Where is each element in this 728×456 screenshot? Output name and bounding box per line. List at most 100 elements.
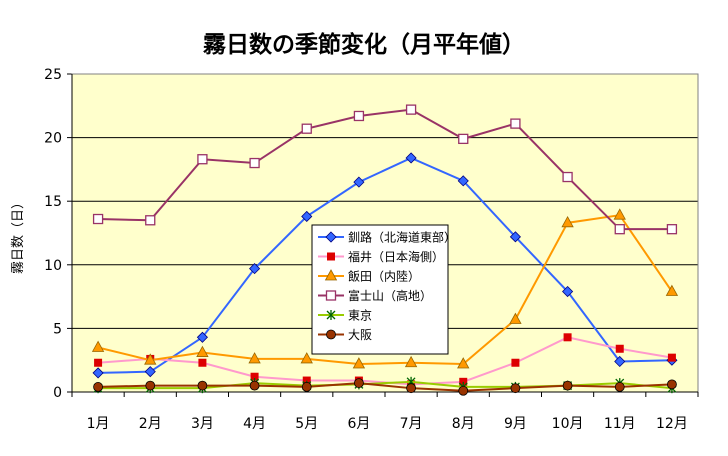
data-point [614,382,625,392]
data-point [324,269,338,281]
x-tick-label: 6月 [347,416,370,432]
legend-label: 福井（日本海側） [348,249,444,264]
legend-item: 大阪 [318,328,372,342]
data-point [197,380,208,391]
data-point [405,104,417,115]
data-point [404,355,418,368]
data-point [666,224,678,235]
data-point [325,290,337,301]
data-point [249,380,260,391]
data-point [301,382,312,392]
legend-item: 福井（日本海側） [318,249,444,264]
legend-label: 釧路（北海道東部） [348,230,456,245]
y-tick-label: 20 [44,131,62,147]
data-point [198,358,207,367]
data-point [144,353,157,365]
x-tick-label: 3月 [191,416,214,432]
legend-label: 東京 [348,309,372,323]
data-point [327,252,335,261]
data-point [562,285,574,298]
x-tick-label: 1月 [87,416,110,432]
data-point [509,312,522,324]
y-tick-label: 10 [44,258,62,274]
series-3 [92,104,678,235]
data-point [353,176,365,188]
data-point [563,333,572,342]
data-point [510,118,521,129]
data-point [145,215,156,226]
data-point [458,385,469,396]
data-point [352,357,366,369]
data-point [326,329,336,340]
data-point [249,157,260,169]
data-point [667,379,677,390]
legend-label: 飯田（内陸） [348,269,420,284]
data-point [301,210,313,223]
series-line [97,214,673,366]
data-point [91,340,105,352]
legend-label: 富士山（高地） [348,288,432,303]
y-tick-label: 0 [53,385,62,401]
y-axis-label: 霧日数（日） [11,196,26,274]
series-line [98,156,672,374]
data-point [248,352,261,364]
y-tick-label: 5 [53,321,62,337]
data-point [615,344,624,353]
data-point [197,154,208,165]
legend-item: 釧路（北海道東部） [318,230,456,245]
series-line [98,108,672,231]
x-tick-label: 4月 [243,416,266,432]
series-line [98,382,672,392]
data-point [561,215,574,228]
x-tick-label: 8月 [452,416,475,432]
data-point [93,382,103,392]
data-point [354,378,364,388]
legend-item: 東京 [318,309,372,323]
x-tick-label: 11月 [604,416,636,432]
data-point [92,213,104,225]
data-point [144,366,156,378]
data-point [92,367,104,379]
data-point [458,133,469,145]
data-point [300,352,313,364]
data-point [562,171,573,183]
data-point [326,310,336,320]
y-tick-label: 25 [44,67,62,83]
data-point [614,224,625,235]
data-point [405,152,417,164]
x-tick-label: 12月 [656,416,688,432]
data-point [509,231,521,243]
series-5 [93,378,677,396]
y-tick-label: 15 [44,194,62,210]
data-point [301,123,312,134]
data-point [510,383,521,394]
data-point [325,231,337,243]
x-tick-label: 7月 [400,416,423,432]
data-point [406,383,416,394]
series-2 [91,208,679,369]
x-tick-label: 10月 [552,416,584,432]
data-point [665,284,679,296]
data-point [562,380,573,391]
data-point [94,358,103,367]
data-point [667,353,676,362]
data-point [196,345,209,357]
legend-label: 大阪 [348,328,372,342]
data-point [457,357,470,369]
x-tick-label: 9月 [504,416,527,432]
data-point [249,263,261,275]
data-point [613,208,626,220]
x-tick-label: 5月 [295,416,318,432]
chart-title: 霧日数の季節変化（月平年値） [203,31,525,58]
data-point [353,110,365,122]
data-point [196,331,208,343]
data-point [614,355,626,368]
legend-item: 飯田（内陸） [318,269,420,284]
data-point [457,175,469,187]
x-tick-label: 2月 [139,416,162,432]
legend-item: 富士山（高地） [318,288,432,303]
data-point [511,358,520,367]
